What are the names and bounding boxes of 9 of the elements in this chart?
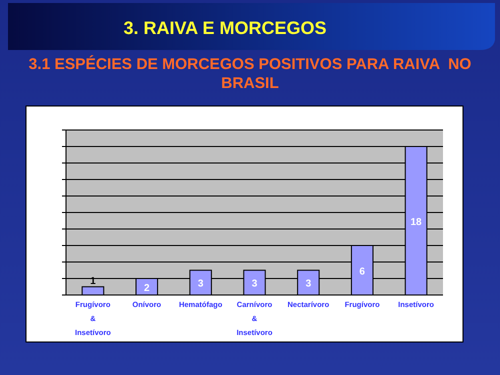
data-label: 6 (359, 266, 366, 278)
chart-subtitle: 3.1 ESPÉCIES DE MORCEGOS POSITIVOS PARA RAIVA NO BRASIL (28, 55, 472, 93)
chart-title: 3. RAIVA E MORCEGOS (123, 18, 327, 38)
data-label: 3 (252, 278, 258, 290)
data-label: 3 (198, 278, 204, 290)
data-label: 3 (306, 278, 312, 290)
data-label: 2 (144, 282, 150, 294)
data-label: 18 (410, 216, 422, 228)
bar (82, 286, 104, 296)
